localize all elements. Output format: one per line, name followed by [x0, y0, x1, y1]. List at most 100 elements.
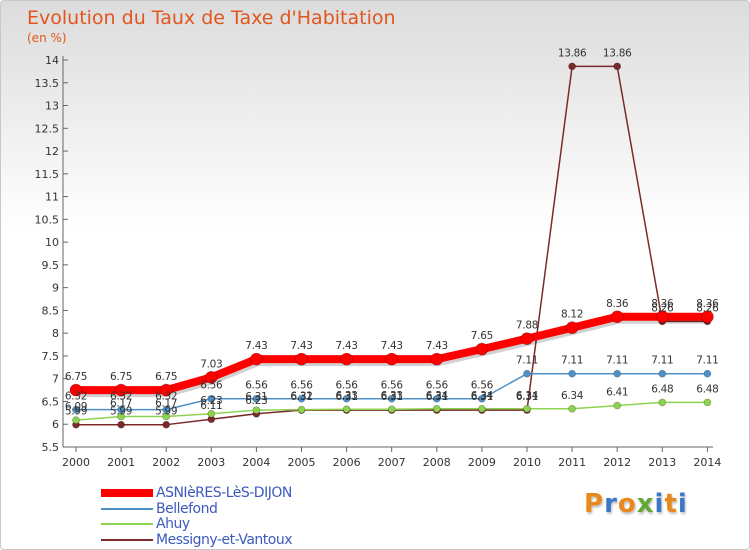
data-label: 8.12: [561, 309, 583, 321]
legend-swatch: [101, 538, 153, 541]
data-label: 6.31: [471, 391, 493, 403]
data-label: 6.32: [110, 391, 132, 403]
data-label: 8.26: [651, 302, 674, 314]
data-label: 6.31: [426, 391, 448, 403]
logo-letter: i: [654, 489, 665, 519]
data-point: [565, 321, 579, 335]
x-tick-label: 2002: [152, 456, 180, 469]
data-point: [520, 332, 534, 345]
data-label: 6.56: [245, 380, 268, 392]
data-label: 6.56: [381, 380, 404, 392]
y-tick-label: 9.5: [42, 259, 60, 272]
x-tick-label: 2007: [378, 456, 406, 469]
x-tick-label: 2013: [648, 456, 676, 469]
data-point: [610, 310, 624, 324]
x-tick-label: 2004: [242, 456, 270, 469]
x-tick-label: 2009: [468, 456, 496, 469]
data-point: [205, 371, 218, 384]
y-tick-label: 7: [52, 373, 59, 386]
y-tick-label: 8.5: [42, 304, 60, 317]
logo-letter: r: [604, 489, 618, 519]
legend-item: ASNIèRES-LèS-DIJON: [101, 485, 292, 501]
proxiti-logo: Proxiti: [584, 489, 688, 525]
data-label: 6.34: [561, 390, 584, 402]
data-point: [613, 369, 622, 378]
x-tick-label: 2006: [333, 456, 361, 469]
data-point: [250, 352, 263, 366]
series-1: [72, 369, 712, 414]
legend-label: Messigny-et-Vantoux: [156, 531, 293, 548]
data-label: 8.26: [696, 302, 719, 314]
data-label: 8.36: [651, 298, 674, 310]
data-point: [295, 352, 308, 366]
data-label: 6.75: [155, 371, 177, 383]
data-label: 7.11: [606, 355, 628, 367]
logo-letter: i: [677, 489, 688, 519]
data-label: 6.31: [516, 391, 538, 403]
data-label: 6.09: [65, 401, 87, 413]
chart-legend: ASNIèRES-LèS-DIJON Bellefond Ahuy Messigny-…: [101, 485, 501, 548]
x-tick-label: 2011: [558, 456, 586, 469]
series-2: [72, 398, 712, 424]
data-point: [342, 405, 351, 414]
legend-item: Bellefond: [101, 501, 218, 517]
y-tick-label: 11.5: [35, 168, 60, 181]
data-point: [655, 310, 669, 324]
data-label: 6.31: [336, 391, 358, 403]
data-point: [159, 383, 173, 397]
data-point: [568, 369, 576, 378]
data-label: 7.43: [426, 340, 448, 352]
data-label: 6.56: [290, 380, 313, 392]
y-tick-label: 13.5: [35, 77, 60, 90]
data-label: 6.33: [381, 390, 403, 402]
data-point: [117, 420, 125, 429]
data-label: 6.48: [651, 383, 673, 395]
legend-item: Messigny-et-Vantoux: [101, 531, 293, 548]
data-point: [69, 383, 83, 397]
x-tick-label: 2001: [107, 456, 135, 469]
data-label: 8.36: [606, 298, 629, 310]
data-point: [568, 62, 576, 71]
y-tick-label: 9: [52, 282, 59, 295]
data-label: 5.99: [110, 406, 132, 418]
data-label: 6.33: [336, 390, 358, 402]
data-label: 7.43: [336, 340, 358, 352]
data-label: 7.88: [516, 320, 538, 332]
data-label: 6.56: [336, 380, 359, 392]
data-label: 6.32: [155, 391, 177, 403]
data-label: 6.56: [471, 380, 494, 392]
data-label: 7.65: [471, 330, 493, 342]
data-point: [658, 398, 667, 407]
series-0: [69, 310, 714, 398]
data-label: 6.41: [606, 387, 628, 399]
x-tick-label: 2003: [197, 456, 225, 469]
data-label: 7.11: [516, 355, 538, 367]
data-label: 13.86: [558, 47, 587, 59]
data-label: 7.11: [561, 355, 583, 367]
data-point: [658, 369, 667, 378]
x-tick-label: 2000: [62, 456, 90, 469]
logo-letter: o: [617, 489, 637, 519]
y-tick-label: 11: [45, 191, 59, 204]
logo-letter: x: [636, 489, 655, 519]
data-labels: 6.75 6.75 6.75 7.03 7.43 7.43 7.43 7.43 7.43 7.65…: [65, 47, 719, 417]
data-point: [478, 394, 486, 403]
data-label: 6.23: [200, 395, 222, 407]
x-tick-label: 2012: [603, 456, 631, 469]
data-label: 6.17: [155, 397, 177, 409]
legend-label: Ahuy: [156, 516, 190, 532]
y-tick-label: 13: [45, 100, 59, 113]
x-tick-label: 2005: [288, 456, 316, 469]
data-point: [72, 405, 80, 414]
data-label: 6.34: [471, 390, 494, 402]
data-label: 7.43: [290, 340, 312, 352]
data-label: 5.99: [65, 406, 87, 418]
chart-title: Evolution du Taux de Taxe d'Habitation: [27, 7, 396, 29]
data-label: 6.32: [65, 391, 87, 403]
x-tick-label: 2008: [423, 456, 451, 469]
data-point: [252, 406, 261, 414]
data-point: [114, 383, 128, 397]
data-point: [207, 409, 216, 418]
chart-unit-label: (en %): [27, 31, 67, 45]
data-point: [613, 401, 622, 410]
